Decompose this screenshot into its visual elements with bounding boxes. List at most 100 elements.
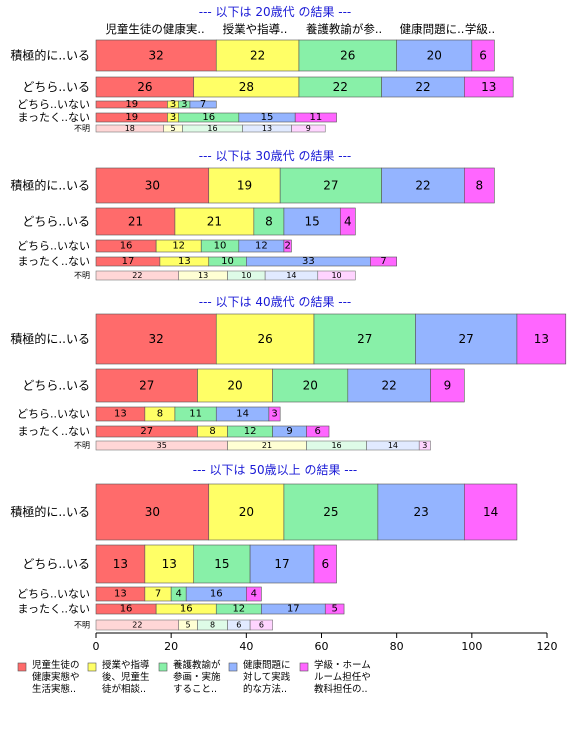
panel-title: --- 以下は 40歳代 の結果 --- bbox=[199, 295, 352, 309]
bar-segment bbox=[317, 270, 356, 281]
data-label: 16 bbox=[120, 241, 133, 252]
bar-segment bbox=[516, 313, 567, 365]
bar-segment bbox=[215, 39, 300, 72]
data-label: 27 bbox=[323, 179, 338, 193]
data-label: 33 bbox=[302, 256, 315, 267]
bar-segment bbox=[381, 167, 465, 204]
data-label: 16 bbox=[180, 604, 193, 615]
data-label: 20 bbox=[227, 379, 242, 393]
bar-segment bbox=[268, 406, 281, 422]
x-tick-label: 40 bbox=[239, 640, 253, 653]
data-label: 14 bbox=[236, 409, 249, 420]
legend-label: 参画・実施 bbox=[173, 671, 221, 683]
data-label: 27 bbox=[459, 332, 474, 346]
column-header: 健康問題に.. bbox=[400, 22, 465, 36]
data-label: 27 bbox=[139, 379, 154, 393]
legend-label: 学級・ホーム bbox=[314, 659, 371, 671]
bar-segment bbox=[464, 483, 518, 541]
bar-segment bbox=[253, 207, 285, 236]
data-label: 3 bbox=[422, 441, 427, 450]
data-label: 3 bbox=[271, 409, 277, 420]
data-label: 9 bbox=[444, 379, 452, 393]
column-header: 児童生徒の健康実.. bbox=[105, 22, 204, 36]
data-label: 5 bbox=[331, 604, 337, 615]
bar-segment bbox=[291, 124, 326, 133]
legend-label: ルーム担任や bbox=[314, 671, 371, 683]
legend-swatch bbox=[158, 662, 168, 672]
data-label: 16 bbox=[210, 589, 223, 600]
legend-label: 徒が相談.. bbox=[102, 683, 146, 695]
data-label: 3 bbox=[170, 99, 176, 110]
data-label: 5 bbox=[186, 621, 191, 630]
data-label: 22 bbox=[415, 179, 430, 193]
bar-segment bbox=[95, 313, 217, 365]
data-label: 26 bbox=[257, 332, 272, 346]
data-label: 19 bbox=[237, 179, 252, 193]
data-label: 7 bbox=[200, 99, 206, 110]
bar-segment bbox=[279, 167, 382, 204]
data-label: 13 bbox=[178, 256, 191, 267]
bar-segment bbox=[464, 76, 514, 98]
data-label: 4 bbox=[175, 589, 181, 600]
data-label: 8 bbox=[476, 179, 484, 193]
data-label: 16 bbox=[207, 124, 217, 133]
x-tick-label: 120 bbox=[537, 640, 558, 653]
bar-segment bbox=[246, 586, 262, 602]
bar-segment bbox=[339, 207, 356, 236]
data-label: 17 bbox=[287, 604, 300, 615]
data-label: 32 bbox=[148, 332, 163, 346]
row-label: 不明 bbox=[74, 271, 90, 280]
data-label: 22 bbox=[132, 271, 142, 280]
legend-label: 健康実態や bbox=[32, 671, 80, 683]
data-label: 15 bbox=[304, 215, 319, 229]
data-label: 30 bbox=[145, 505, 160, 519]
legend-label: 教科担任の.. bbox=[314, 683, 368, 695]
x-tick-label: 80 bbox=[390, 640, 404, 653]
data-label: 30 bbox=[145, 179, 160, 193]
x-tick-label: 0 bbox=[93, 640, 100, 653]
data-label: 7 bbox=[155, 589, 161, 600]
row-label: 積極的に..いる bbox=[10, 331, 90, 346]
data-label: 16 bbox=[120, 604, 133, 615]
data-label: 12 bbox=[244, 426, 257, 437]
row-label: まったく..ない bbox=[17, 603, 90, 616]
data-label: 6 bbox=[321, 557, 329, 571]
data-label: 12 bbox=[232, 604, 245, 615]
bar-segment bbox=[95, 167, 210, 204]
bar-segment bbox=[313, 313, 416, 365]
data-label: 3 bbox=[170, 112, 176, 123]
data-label: 6 bbox=[259, 621, 264, 630]
legend-swatch bbox=[299, 662, 309, 672]
data-label: 20 bbox=[303, 379, 318, 393]
bar-segment bbox=[294, 112, 337, 123]
data-label: 22 bbox=[415, 80, 430, 94]
x-tick-label: 60 bbox=[315, 640, 329, 653]
bar-segment bbox=[430, 368, 465, 403]
data-label: 6 bbox=[315, 426, 321, 437]
panel-title: --- 以下は 30歳代 の結果 --- bbox=[199, 149, 352, 163]
x-tick-label: 20 bbox=[164, 640, 178, 653]
legend-label: 健康問題に bbox=[243, 659, 291, 671]
bar-segment bbox=[298, 39, 397, 72]
panel-title: --- 以下は 50歳以上 の結果 --- bbox=[193, 463, 358, 477]
bar-segment bbox=[415, 313, 518, 365]
legend-label: 授業や指導 bbox=[102, 659, 150, 671]
data-label: 9 bbox=[286, 426, 292, 437]
data-label: 13 bbox=[113, 557, 128, 571]
data-label: 13 bbox=[262, 124, 272, 133]
data-label: 10 bbox=[221, 256, 234, 267]
row-label: まったく..ない bbox=[17, 111, 90, 124]
data-label: 6 bbox=[236, 621, 241, 630]
bar-segment bbox=[197, 368, 273, 403]
panel-title: --- 以下は 20歳代 の結果 --- bbox=[199, 5, 352, 19]
bar-segment bbox=[95, 207, 176, 236]
data-label: 20 bbox=[427, 49, 442, 63]
data-label: 13 bbox=[162, 557, 177, 571]
bar-segment bbox=[283, 207, 341, 236]
data-label: 5 bbox=[170, 124, 175, 133]
bar-segment bbox=[418, 440, 431, 451]
bar-segment bbox=[189, 100, 217, 109]
bar-segment bbox=[396, 39, 473, 72]
row-label: 積極的に..いる bbox=[10, 48, 90, 63]
